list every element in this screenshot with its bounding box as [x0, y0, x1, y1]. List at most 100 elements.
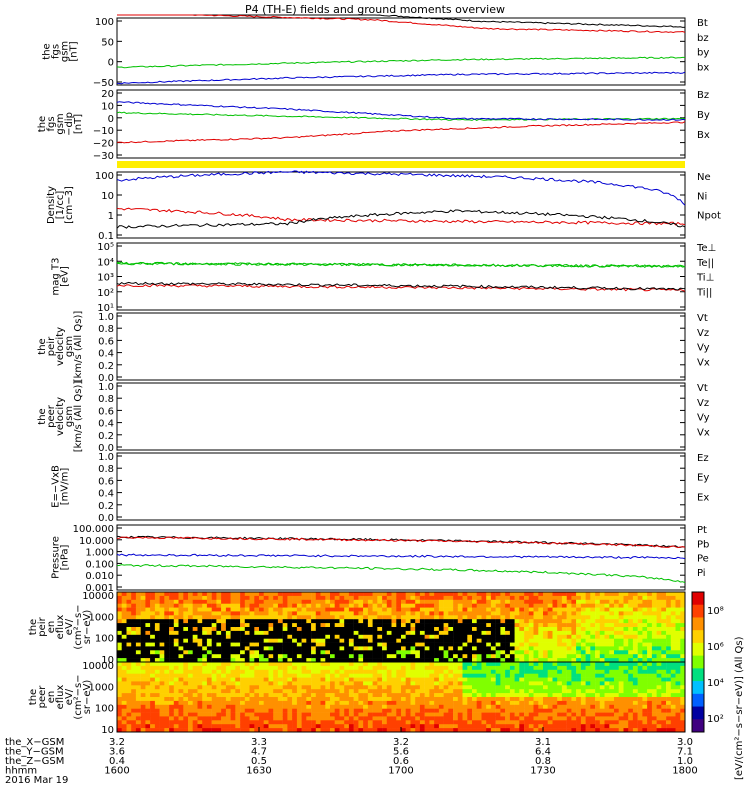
heatmap-cell [221, 697, 227, 702]
heatmap-cell [670, 708, 676, 713]
heatmap-cell [259, 673, 264, 678]
heatmap-cell [637, 673, 643, 678]
heatmap-cell [320, 642, 326, 647]
heatmap-cell [547, 689, 553, 694]
heatmap-cell [178, 654, 184, 659]
heatmap-cell [202, 681, 208, 686]
heatmap-cell [580, 599, 586, 604]
heatmap-cell [528, 630, 534, 636]
heatmap-cell [202, 685, 208, 690]
heatmap-cell [505, 724, 511, 729]
heatmap-cell [249, 658, 255, 663]
heatmap-cell [528, 654, 534, 659]
heatmap-cell [401, 662, 406, 667]
heatmap-cell [249, 623, 255, 628]
heatmap-cell [580, 658, 586, 663]
y-tick-label: 100 [95, 17, 114, 28]
heatmap-cell [363, 634, 369, 639]
heatmap-cell [576, 650, 582, 655]
heatmap-cell [325, 673, 331, 678]
heatmap-cell [348, 677, 354, 682]
heatmap-cell [273, 607, 279, 612]
heatmap-cell [419, 728, 425, 733]
heatmap-cell [306, 623, 312, 628]
heatmap-cell [528, 697, 534, 702]
heatmap-cell [509, 708, 515, 713]
heatmap-cell [462, 724, 468, 729]
heatmap-cell [467, 623, 473, 628]
heatmap-cell [150, 627, 156, 632]
heatmap-cell [197, 611, 203, 616]
heatmap-cell [533, 697, 539, 702]
heatmap-cell [330, 693, 335, 698]
heatmap-cell [211, 595, 217, 601]
heatmap-cell [268, 611, 274, 616]
heatmap-cell [131, 630, 137, 636]
y-tick-label: 0.0 [98, 513, 114, 524]
heatmap-cell [571, 681, 577, 686]
heatmap-cell [377, 642, 383, 647]
heatmap-cell [580, 720, 586, 725]
heatmap-cell [254, 697, 260, 702]
heatmap-cell [135, 665, 141, 671]
heatmap-cell [618, 658, 624, 663]
heatmap-cell [216, 630, 222, 636]
heatmap-cell [301, 724, 307, 729]
heatmap-cell [476, 650, 482, 655]
heatmap-cell [367, 658, 373, 663]
heatmap-cell [306, 599, 312, 604]
heatmap-cell [670, 595, 676, 601]
heatmap-cell [164, 603, 170, 608]
heatmap-cell [419, 627, 425, 632]
heatmap-cell [410, 658, 416, 663]
heatmap-cell [453, 669, 459, 674]
heatmap-cell [490, 603, 496, 608]
heatmap-cell [202, 720, 208, 725]
heatmap-cell [386, 704, 392, 709]
heatmap-cell [434, 623, 440, 628]
heatmap-cell [618, 704, 624, 709]
heatmap-cell [221, 619, 227, 624]
heatmap-cell [424, 642, 430, 647]
heatmap-cell [330, 658, 335, 663]
heatmap-cell [391, 681, 397, 686]
heatmap-cell [296, 697, 302, 702]
heatmap-cell [197, 662, 203, 667]
heatmap-cell [211, 627, 217, 632]
heatmap-cell [145, 619, 151, 624]
heatmap-cell [609, 712, 615, 717]
heatmap-cell [183, 673, 189, 678]
heatmap-cell [348, 716, 354, 721]
heatmap-cell [566, 662, 572, 667]
heatmap-cell [169, 720, 175, 725]
heatmap-cell [206, 662, 212, 667]
heatmap-cell [396, 627, 402, 632]
heatmap-cell [571, 623, 577, 628]
heatmap-cell [580, 603, 586, 608]
heatmap-cell [169, 611, 175, 616]
heatmap-cell [585, 669, 591, 674]
heatmap-cell [377, 728, 383, 733]
heatmap-cell [675, 619, 681, 624]
heatmap-cell [339, 693, 345, 698]
heatmap-cell [325, 685, 331, 690]
heatmap-cell [230, 654, 236, 659]
heatmap-cell [680, 607, 686, 612]
heatmap-cell [434, 685, 440, 690]
heatmap-cell [599, 642, 605, 647]
heatmap-cell [481, 603, 487, 608]
heatmap-cell [145, 638, 151, 643]
heatmap-cell [391, 650, 397, 655]
heatmap-cell [462, 607, 468, 612]
series-line-Ne [116, 207, 686, 226]
heatmap-cell [126, 665, 132, 671]
heatmap-cell [320, 638, 326, 643]
heatmap-cell [467, 627, 473, 632]
heatmap-cell [225, 627, 231, 632]
heatmap-cell [140, 630, 146, 636]
heatmap-cell [188, 669, 193, 674]
heatmap-cell [117, 638, 122, 643]
heatmap-cell [604, 619, 610, 624]
heatmap-cell [609, 673, 615, 678]
heatmap-cell [561, 704, 567, 709]
